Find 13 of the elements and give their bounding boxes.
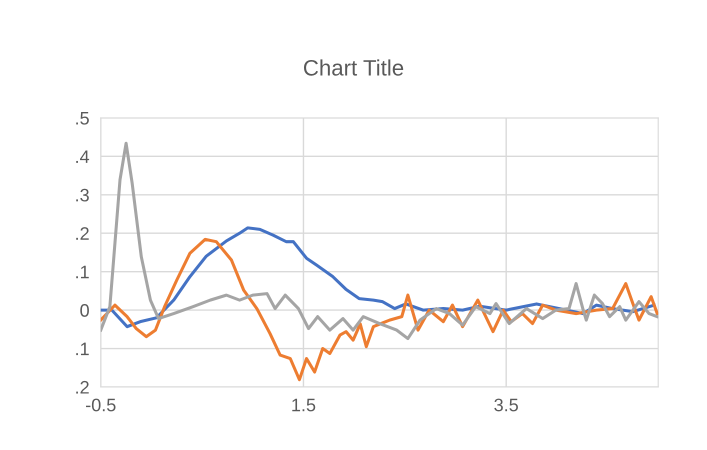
y-tick-label: .5 [76, 112, 89, 125]
y-tick-label: .1 [76, 266, 89, 278]
x-tick-label: 3.5 [494, 398, 518, 412]
y-tick-label: .2 [76, 227, 89, 240]
y-tick-label: .3 [76, 188, 89, 202]
line-series [100, 142, 658, 340]
y-tick-label: .4 [76, 150, 90, 163]
y-tick-label: .2 [76, 380, 89, 394]
y-tick-label: 0 [80, 304, 89, 317]
x-tick-label: -0.5 [86, 398, 116, 412]
x-tick-label: 1.5 [292, 398, 316, 412]
chart-title: Chart Title [304, 59, 404, 76]
y-tick-label: .1 [76, 342, 89, 356]
